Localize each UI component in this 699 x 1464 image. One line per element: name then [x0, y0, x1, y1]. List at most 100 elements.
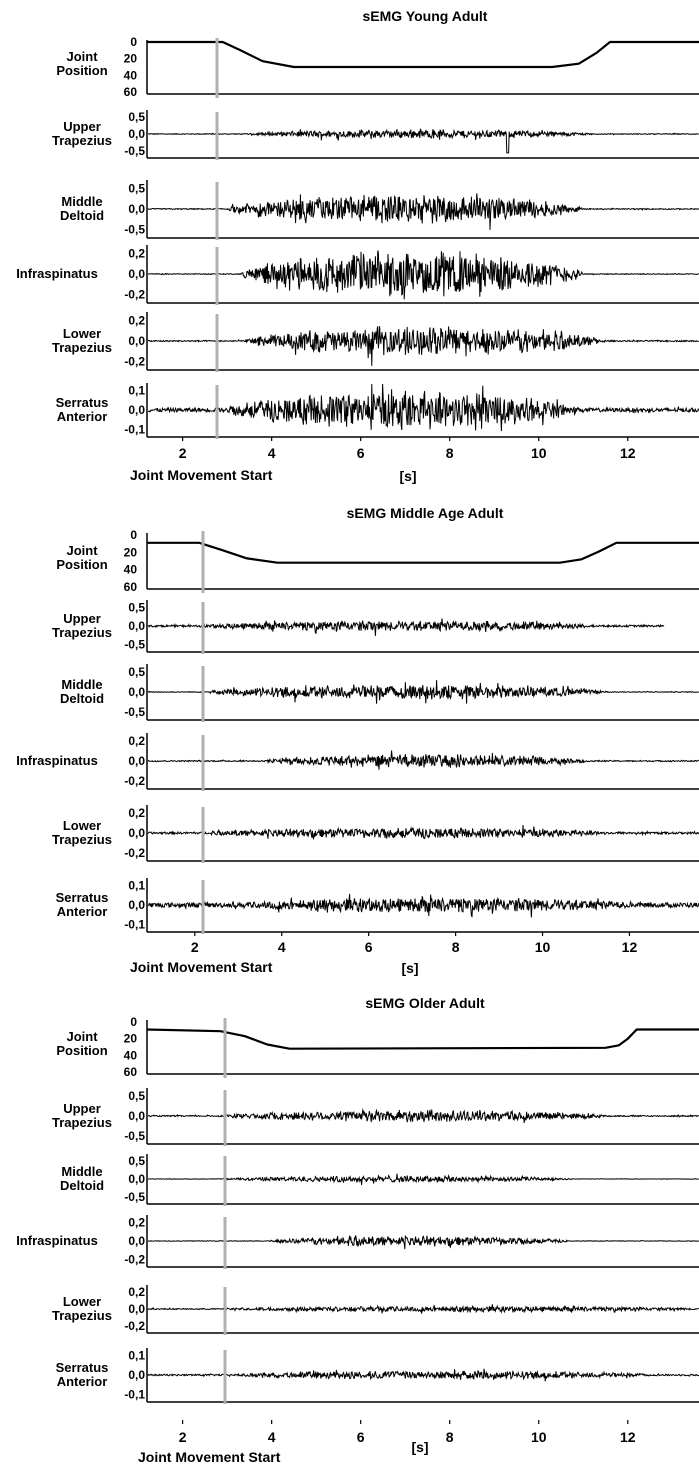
movement-start-annotation: Joint Movement Start [130, 467, 273, 483]
y-tick-label: 0,1 [128, 384, 145, 398]
y-tick-label: 0,0 [128, 334, 145, 348]
x-tick-label: 6 [357, 445, 365, 461]
x-tick-label: 12 [622, 939, 638, 955]
y-tick-label: 0,5 [128, 665, 145, 679]
y-tick-label: 60 [124, 1065, 138, 1079]
y-tick-label: -0,2 [124, 355, 145, 369]
channel-label: Deltoid [60, 208, 104, 223]
joint-position-trace [147, 541, 699, 564]
channel-label: Middle [61, 1164, 102, 1179]
y-tick-label: -0,1 [124, 422, 145, 436]
x-tick-label: 2 [191, 939, 199, 955]
channel-label: Deltoid [60, 691, 104, 706]
y-tick-label: 20 [124, 1032, 138, 1046]
y-tick-label: 0,0 [128, 127, 145, 141]
channel-label: Joint [66, 543, 98, 558]
x-tick-label: 4 [268, 445, 276, 461]
channel-label: Serratus [56, 1360, 109, 1375]
y-tick-label: 0,5 [128, 110, 145, 124]
channel-label: Infraspinatus [16, 266, 98, 281]
y-tick-label: -0,2 [124, 774, 145, 788]
channel-label: Joint [66, 49, 98, 64]
x-tick-label: 8 [446, 1429, 454, 1445]
channel-label: Deltoid [60, 1178, 104, 1193]
emg-trace [148, 893, 699, 918]
y-tick-label: 0 [130, 1015, 137, 1029]
x-axis-label: [s] [399, 468, 416, 484]
y-tick-label: 0 [130, 528, 137, 542]
emg-channel-3: Infraspinatus 0,2 0,0 -0,2 [16, 733, 699, 790]
x-axis-label: [s] [411, 1439, 428, 1455]
emg-trace [147, 1235, 699, 1250]
emg-trace [147, 1304, 699, 1314]
y-tick-label: 60 [124, 85, 138, 99]
y-tick-label: 0,0 [128, 685, 145, 699]
channel-label: Lower [63, 1294, 101, 1309]
emg-trace [147, 1368, 699, 1382]
y-tick-label: -0,5 [124, 223, 145, 237]
emg-trace [148, 1173, 699, 1186]
channel-label: Joint [66, 1029, 98, 1044]
panel-title: sEMG Older Adult [365, 995, 485, 1011]
x-tick-label: 8 [452, 939, 460, 955]
channel-label: Anterior [57, 904, 108, 919]
emg-trace [147, 1108, 699, 1123]
x-tick-label: 4 [268, 1429, 276, 1445]
x-tick-label: 10 [535, 939, 551, 955]
y-tick-label: 0,2 [128, 1285, 145, 1299]
x-axis-label: [s] [401, 960, 418, 976]
y-tick-label: -0,1 [124, 917, 145, 931]
x-tick-label: 8 [446, 445, 454, 461]
channel-label: Upper [63, 1101, 101, 1116]
y-tick-label: 40 [124, 68, 138, 82]
emg-trace [148, 128, 699, 154]
x-tick-label: 6 [365, 939, 373, 955]
channel-label: Trapezius [52, 1115, 112, 1130]
y-tick-label: 20 [124, 545, 138, 559]
channel-label: Serratus [56, 890, 109, 905]
x-tick-label: 2 [179, 1429, 187, 1445]
channel-label: Serratus [56, 395, 109, 410]
y-tick-label: 0,5 [128, 600, 145, 614]
y-tick-label: 0,0 [128, 403, 145, 417]
x-tick-label: 2 [179, 445, 187, 461]
emg-trace [147, 750, 699, 770]
channel-label: Infraspinatus [16, 1233, 98, 1248]
x-tick-label: 12 [620, 445, 636, 461]
y-tick-label: 40 [124, 563, 138, 577]
y-tick-label: 0,0 [128, 1234, 145, 1248]
y-tick-label: -0,5 [124, 638, 145, 652]
emg-trace [147, 193, 699, 230]
x-tick-label: 10 [531, 1429, 547, 1445]
joint-position-trace [147, 40, 699, 69]
channel-label: Trapezius [52, 1308, 112, 1323]
channel-label: Position [56, 1043, 107, 1058]
y-tick-label: -0,5 [124, 1190, 145, 1204]
y-tick-label: -0,2 [124, 288, 145, 302]
y-tick-label: -0,5 [124, 705, 145, 719]
channel-label: Anterior [57, 409, 108, 424]
channel-label: Trapezius [52, 133, 112, 148]
movement-start-annotation: Joint Movement Start [138, 1449, 281, 1464]
y-tick-label: 0,1 [128, 879, 145, 893]
channel-label: Trapezius [52, 832, 112, 847]
y-tick-label: 0,0 [128, 1368, 145, 1382]
emg-trace [147, 680, 699, 704]
y-tick-label: 0,0 [128, 1302, 145, 1316]
y-tick-label: 0,5 [128, 1089, 145, 1103]
channel-label: Trapezius [52, 625, 112, 640]
y-tick-label: -0,2 [124, 846, 145, 860]
channel-label: Position [56, 63, 107, 78]
panel-title: sEMG Young Adult [363, 8, 488, 24]
